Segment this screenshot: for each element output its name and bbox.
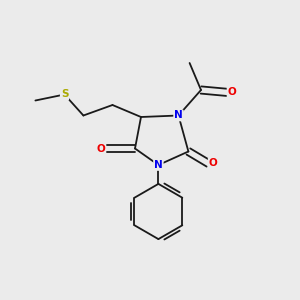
Text: O: O bbox=[208, 158, 217, 169]
Text: N: N bbox=[174, 110, 183, 121]
Text: S: S bbox=[61, 89, 68, 100]
Text: N: N bbox=[154, 160, 163, 170]
Text: O: O bbox=[227, 87, 236, 98]
Text: O: O bbox=[97, 143, 106, 154]
